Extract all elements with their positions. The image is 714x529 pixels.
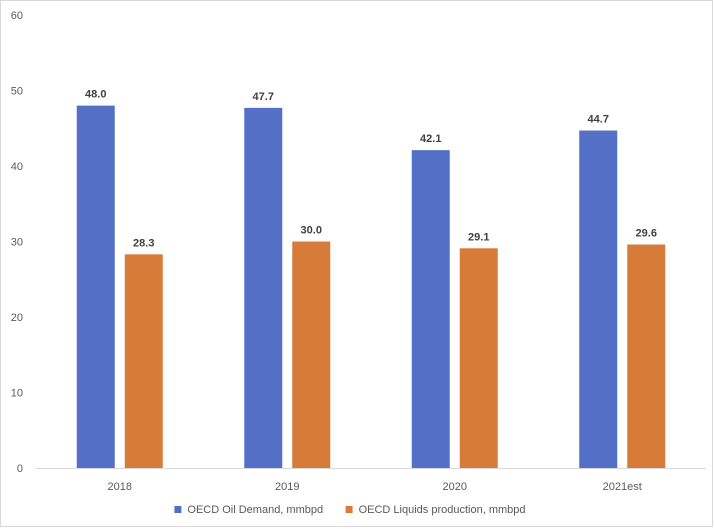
data-label-demand-2021est: 44.7 [588,114,609,126]
y-tick-label-60: 60 [11,10,23,22]
bar-production-2020 [459,248,498,468]
bar-production-2021est [627,244,666,468]
data-labels: 48.0 28.3 47.7 30.0 42.1 29.1 44.7 29.6 [85,89,657,250]
data-label-production-2021est: 29.6 [636,228,657,240]
legend-label-demand: OECD Oil Demand, mmbpd [187,504,323,516]
bar-demand-2021est [579,130,618,468]
x-tick-label-2020: 2020 [443,481,467,493]
data-label-production-2020: 29.1 [468,231,489,243]
bar-demand-2020 [411,150,450,468]
data-label-production-2019: 30.0 [301,225,322,237]
legend-label-production: OECD Liquids production, mmbpd [359,504,526,516]
data-label-production-2018: 28.3 [133,237,154,249]
y-tick-label-0: 0 [17,463,23,475]
legend-swatch-production [345,506,353,513]
bar-production-2018 [124,254,163,468]
legend: OECD Oil Demand, mmbpd OECD Liquids produ… [174,504,526,516]
data-label-demand-2020: 42.1 [420,133,441,145]
bars [76,105,666,469]
bar-production-2019 [292,241,331,468]
y-tick-label-50: 50 [11,86,23,98]
x-tick-label-2018: 2018 [108,481,132,493]
y-tick-label-30: 30 [11,237,23,249]
y-tick-label-40: 40 [11,161,23,173]
x-tick-label-2019: 2019 [275,481,299,493]
bar-demand-2018 [76,105,115,468]
data-label-demand-2019: 47.7 [253,91,274,103]
legend-swatch-demand [174,506,182,513]
y-tick-label-10: 10 [11,388,23,400]
y-tick-label-20: 20 [11,312,23,324]
bar-demand-2019 [244,107,283,469]
axes: 0 10 20 30 40 50 60 2018 2019 2020 2021est [11,10,706,493]
data-label-demand-2018: 48.0 [85,89,106,101]
x-tick-label-2021est: 2021est [603,481,642,493]
